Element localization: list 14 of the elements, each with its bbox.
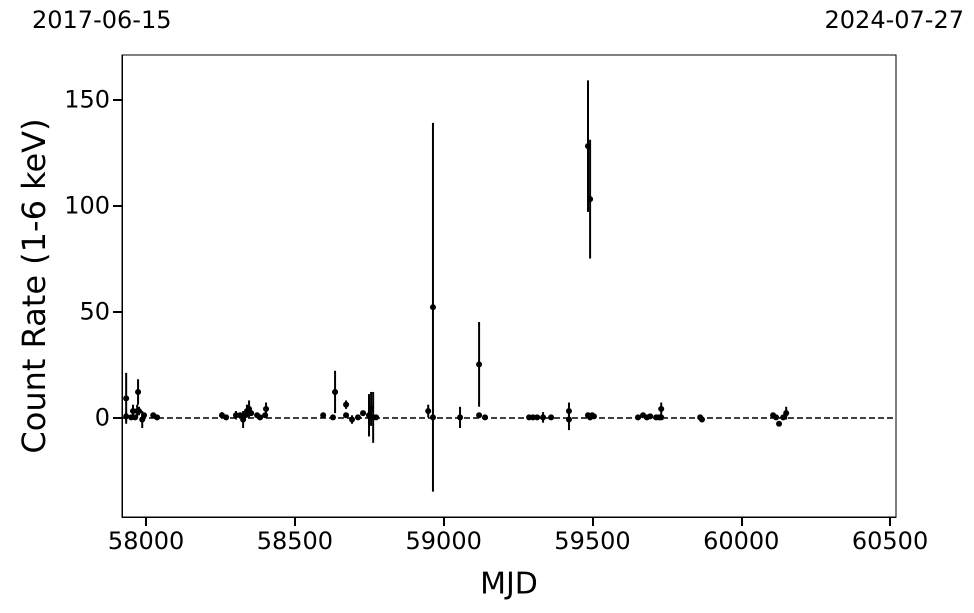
x-tick-label: 59500: [554, 527, 631, 555]
x-tick-label: 58500: [256, 527, 334, 555]
x-tick-label: 60000: [703, 527, 780, 555]
y-axis-title: Count Rate (1-6 keV): [15, 118, 53, 454]
x-tick-label: 58000: [108, 527, 184, 555]
y-tick-label: 150: [64, 86, 110, 114]
x-tick-label: 59000: [406, 527, 482, 555]
y-tick-label: 0: [94, 403, 110, 432]
x-tick-label: 60500: [852, 527, 928, 555]
text: 2017-06-15: [32, 6, 172, 34]
y-tick-label: 50: [79, 297, 110, 326]
x-axis-title: MJD: [480, 566, 538, 602]
y-tick-label: 100: [64, 191, 110, 220]
text: 2024-07-27: [824, 6, 964, 34]
